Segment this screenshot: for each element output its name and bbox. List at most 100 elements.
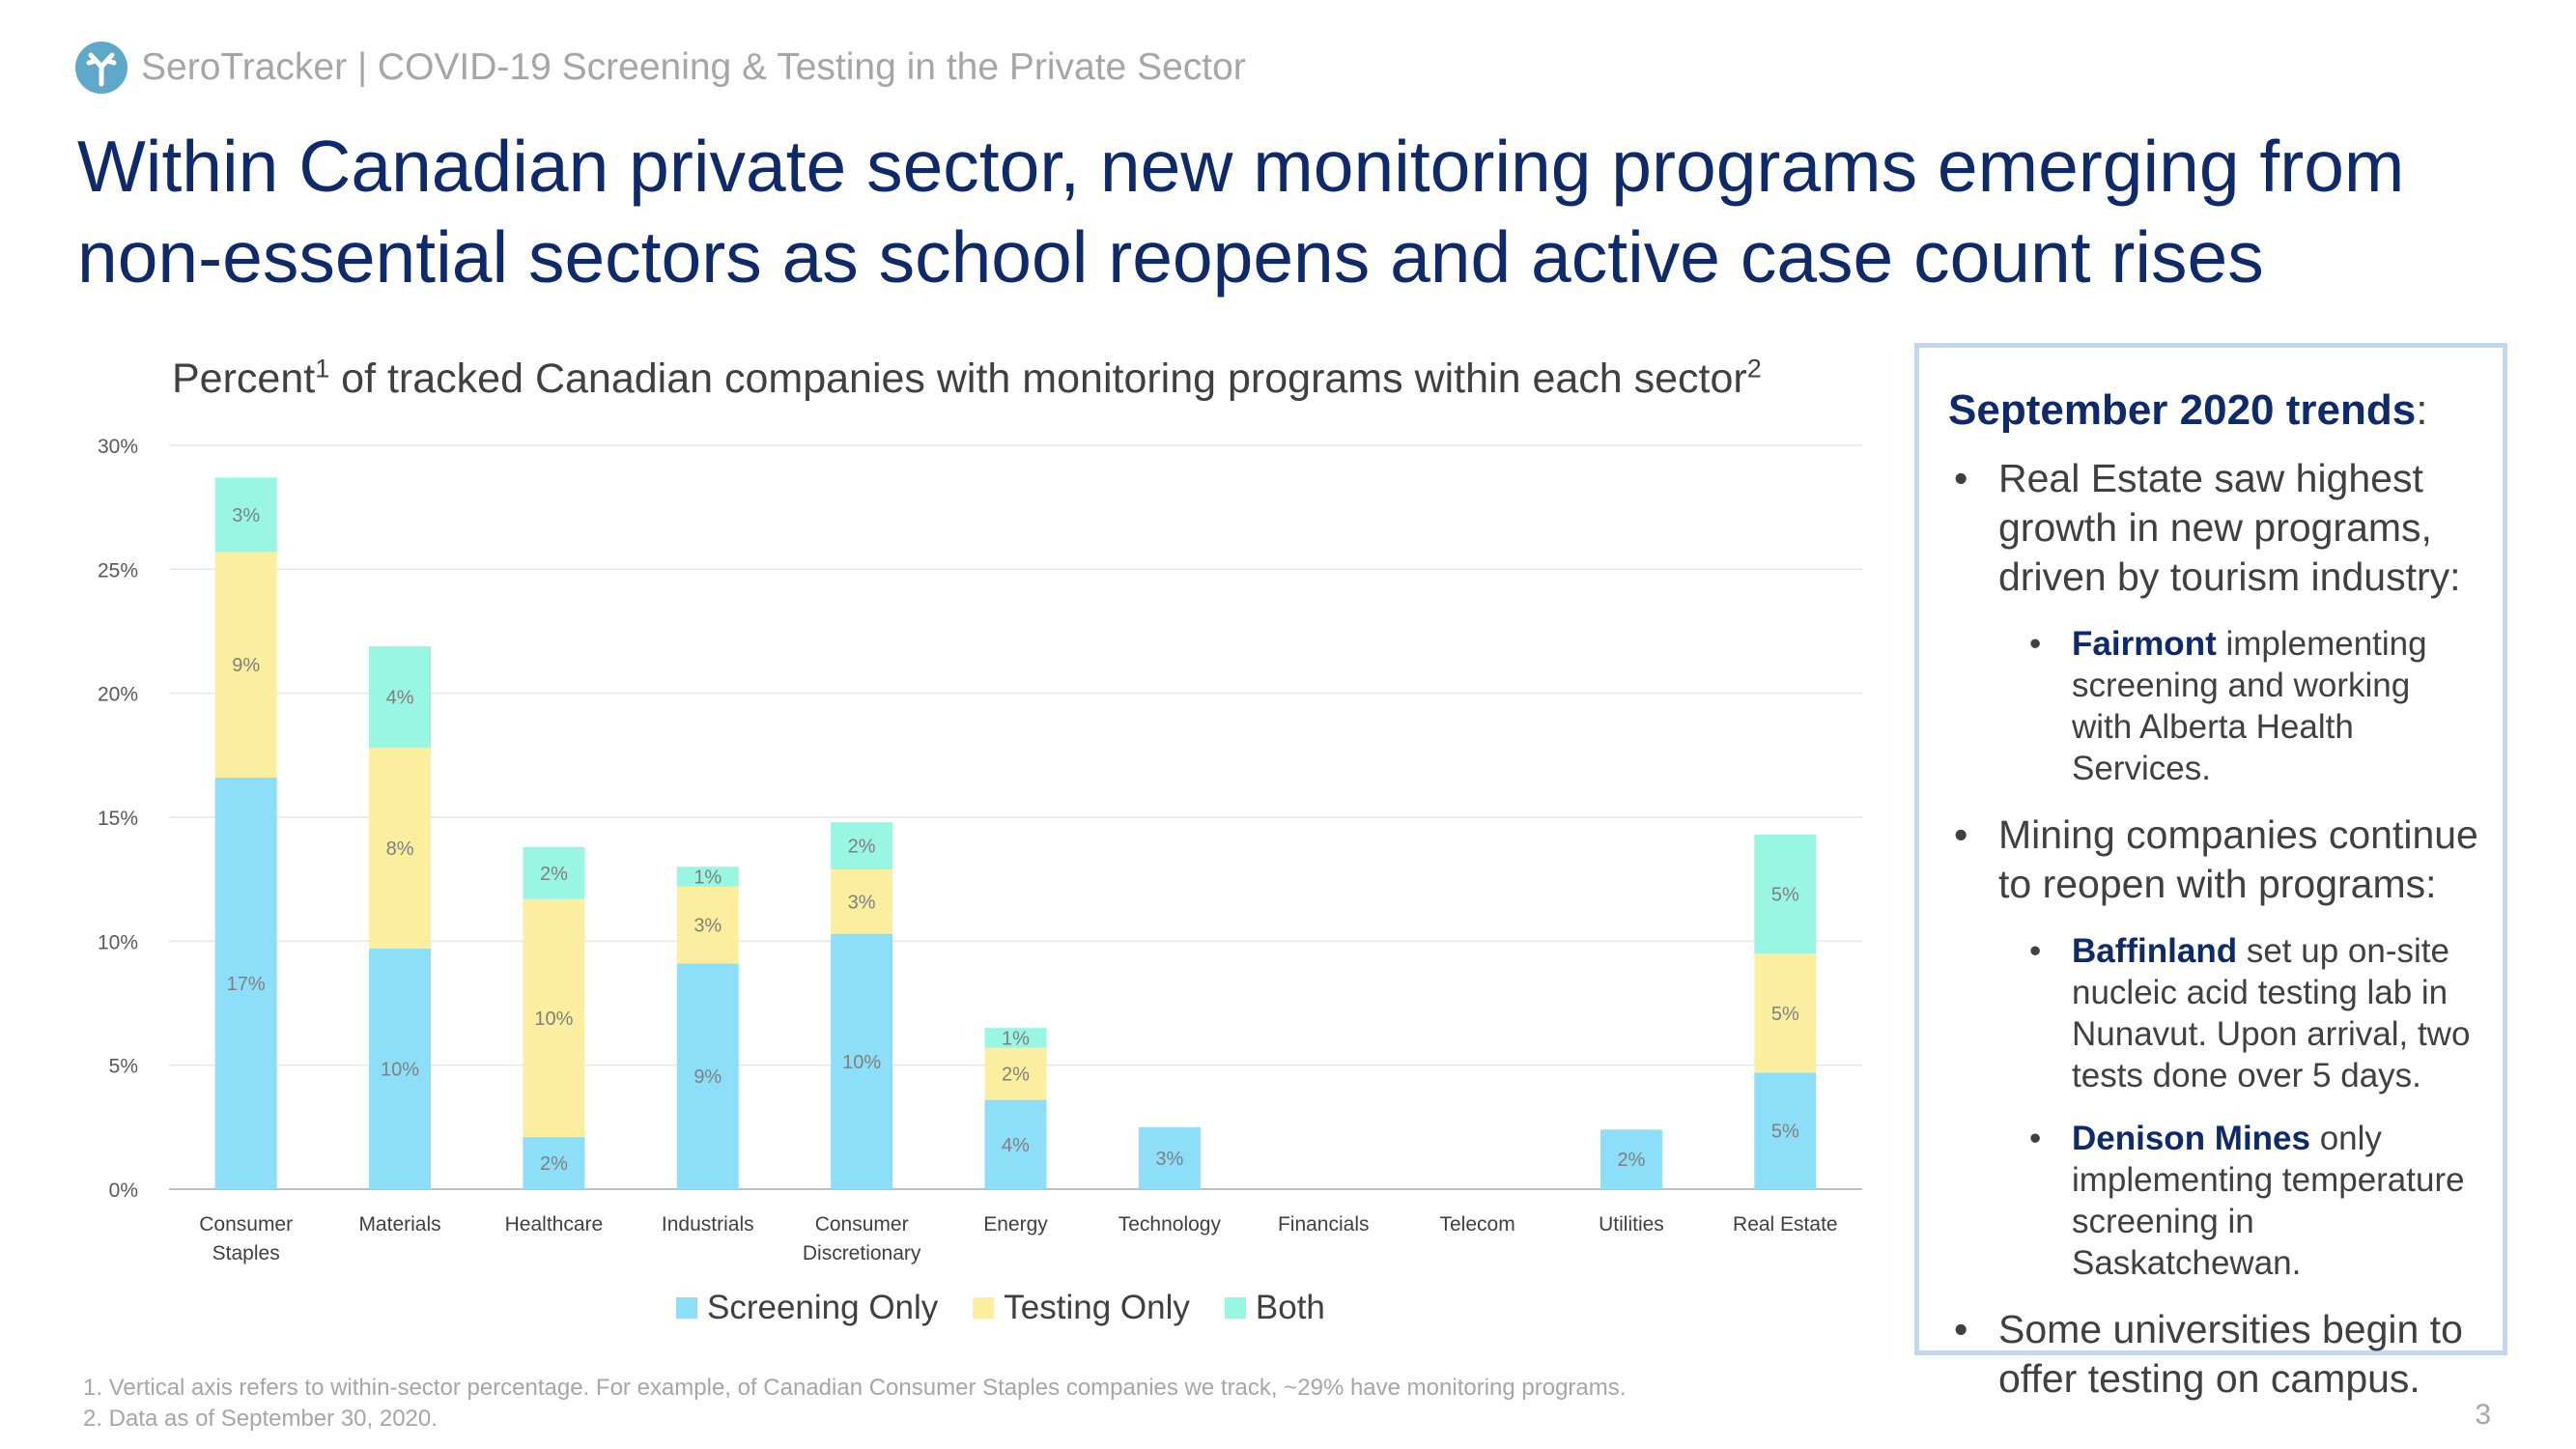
data-label: 2% xyxy=(540,1153,568,1175)
page-number: 3 xyxy=(2475,1399,2491,1431)
y-tick-label: 10% xyxy=(98,931,138,953)
bar-segment xyxy=(831,868,893,934)
x-tick-label: Materials xyxy=(358,1213,440,1236)
bar-segment xyxy=(984,1028,1047,1048)
x-tick-label: Discretionary xyxy=(803,1242,921,1264)
data-label: 3% xyxy=(232,505,260,526)
bar-segment xyxy=(831,822,893,869)
legend-item-both: Both xyxy=(1224,1289,1325,1327)
y-tick-label: 0% xyxy=(109,1179,138,1202)
bar-segment xyxy=(1599,1129,1662,1189)
trend-sub-denison: Denison Mines only implementing temperat… xyxy=(1948,1118,2479,1284)
chart-title-prefix: Percent xyxy=(172,355,316,402)
data-label: 3% xyxy=(694,916,722,937)
data-label: 4% xyxy=(386,688,414,709)
x-tick-label: Energy xyxy=(983,1213,1048,1236)
bar-segment xyxy=(369,949,432,1189)
data-label: 2% xyxy=(1618,1150,1646,1171)
bar-segment xyxy=(523,898,585,1138)
data-label: 8% xyxy=(386,838,414,860)
chart-title-footnote-2: 2 xyxy=(1746,354,1762,384)
x-tick-label: Technology xyxy=(1118,1213,1222,1236)
bar-segment xyxy=(523,1137,585,1189)
bar-segment xyxy=(523,846,585,899)
trend-bullet-mining: Mining companies continue to reopen with… xyxy=(1948,810,2479,909)
data-label: 9% xyxy=(232,655,260,676)
y-tick-label: 30% xyxy=(98,436,138,458)
data-label: 2% xyxy=(848,837,876,858)
bar-segment xyxy=(831,933,893,1189)
trend-sub-baffinland: Baffinland set up on-site nucleic acid t… xyxy=(1948,930,2479,1096)
trend-sub-fairmont: Fairmont implementing screening and work… xyxy=(1948,623,2479,789)
data-label: 1% xyxy=(1002,1028,1030,1049)
bar-segment xyxy=(1754,1072,1817,1189)
trends-title-colon: : xyxy=(2416,386,2428,434)
x-tick-label: Real Estate xyxy=(1733,1213,1838,1236)
data-label: 10% xyxy=(534,1009,573,1030)
trend-sub-baffinland-name: Baffinland xyxy=(2072,932,2238,970)
legend-label-testing-only: Testing Only xyxy=(1004,1289,1190,1326)
bar-segment xyxy=(984,1047,1047,1100)
chart-legend: Screening Only Testing Only Both xyxy=(676,1289,1325,1327)
chart-title-middle: of tracked Canadian companies with monit… xyxy=(329,355,1747,402)
x-tick-label: Consumer xyxy=(199,1213,293,1236)
trends-title-text: September 2020 trends xyxy=(1948,386,2417,434)
x-tick-label: Financials xyxy=(1278,1213,1370,1236)
trend-sub-denison-text: only implementing temperature screening … xyxy=(2072,1120,2465,1282)
legend-swatch-screening-only xyxy=(676,1297,697,1319)
data-label: 10% xyxy=(842,1052,881,1073)
trends-panel: September 2020 trends: Real Estate saw h… xyxy=(1914,343,2507,1401)
data-label: 1% xyxy=(694,867,722,889)
brand-text: SeroTracker | COVID-19 Screening & Testi… xyxy=(141,46,1246,88)
data-label: 5% xyxy=(1771,885,1799,906)
bar-segment xyxy=(369,645,432,749)
x-tick-label: Telecom xyxy=(1439,1213,1514,1236)
y-tick-label: 5% xyxy=(109,1056,138,1078)
trend-bullet-universities: Some universities begin to offer testing… xyxy=(1948,1305,2479,1404)
y-tick-label: 15% xyxy=(98,808,138,830)
data-label: 2% xyxy=(1002,1065,1030,1086)
data-label: 5% xyxy=(1771,1122,1799,1143)
trend-bullet-real-estate: Real Estate saw highest growth in new pr… xyxy=(1948,454,2479,602)
y-tick-label: 25% xyxy=(98,559,138,582)
trend-sub-denison-name: Denison Mines xyxy=(2072,1120,2310,1157)
trend-sub-baffinland-text: set up on-site nucleic acid testing lab … xyxy=(2072,932,2471,1094)
y-tick-label: 20% xyxy=(98,684,138,706)
legend-item-testing-only: Testing Only xyxy=(973,1289,1190,1327)
x-tick-label: Staples xyxy=(212,1242,280,1264)
legend-label-screening-only: Screening Only xyxy=(707,1289,939,1326)
bar-segment xyxy=(984,1099,1047,1189)
data-label: 17% xyxy=(227,974,266,995)
chart-title: Percent1 of tracked Canadian companies w… xyxy=(172,355,1762,403)
trends-title: September 2020 trends: xyxy=(1948,386,2479,435)
data-label: 10% xyxy=(381,1060,419,1081)
data-label: 2% xyxy=(540,864,568,885)
x-tick-label: Industrials xyxy=(662,1213,754,1236)
data-label: 9% xyxy=(694,1066,722,1088)
bar-segment xyxy=(676,886,739,964)
legend-label-both: Both xyxy=(1255,1289,1325,1326)
footnote-2: 2. Data as of September 30, 2020. xyxy=(83,1406,438,1432)
data-label: 3% xyxy=(1155,1149,1183,1170)
legend-swatch-both xyxy=(1224,1297,1246,1319)
bar-segment xyxy=(214,552,277,778)
trend-sub-fairmont-text: implementing screening and working with … xyxy=(2072,625,2427,787)
footnote-1: 1. Vertical axis refers to within-sector… xyxy=(83,1375,1627,1401)
bar-segment xyxy=(1754,953,1817,1073)
x-tick-label: Consumer xyxy=(815,1213,909,1236)
bar-segment xyxy=(214,477,277,553)
legend-item-screening-only: Screening Only xyxy=(676,1289,938,1327)
bar-segment xyxy=(676,963,739,1189)
bar-segment xyxy=(676,867,739,887)
x-tick-label: Healthcare xyxy=(505,1213,604,1236)
bar-segment xyxy=(1138,1126,1201,1189)
data-label: 4% xyxy=(1002,1135,1030,1156)
data-label: 5% xyxy=(1771,1004,1799,1025)
trend-sub-fairmont-name: Fairmont xyxy=(2072,625,2217,663)
chart-title-footnote-1: 1 xyxy=(315,354,330,384)
data-label: 3% xyxy=(848,892,876,913)
bar-segment xyxy=(1754,834,1817,954)
serotracker-logo-icon xyxy=(75,42,127,94)
page-headline: Within Canadian private sector, new moni… xyxy=(77,126,2405,298)
